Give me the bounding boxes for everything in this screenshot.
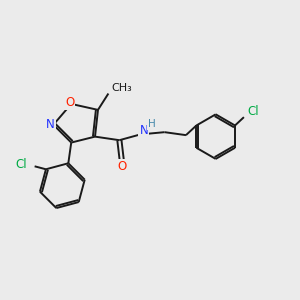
Text: Cl: Cl xyxy=(248,105,259,118)
Text: O: O xyxy=(117,160,126,173)
Text: CH₃: CH₃ xyxy=(111,82,132,93)
Text: N: N xyxy=(46,118,55,131)
Text: O: O xyxy=(65,96,74,109)
Text: Cl: Cl xyxy=(16,158,28,171)
Text: N: N xyxy=(140,124,148,136)
Text: H: H xyxy=(148,119,156,129)
